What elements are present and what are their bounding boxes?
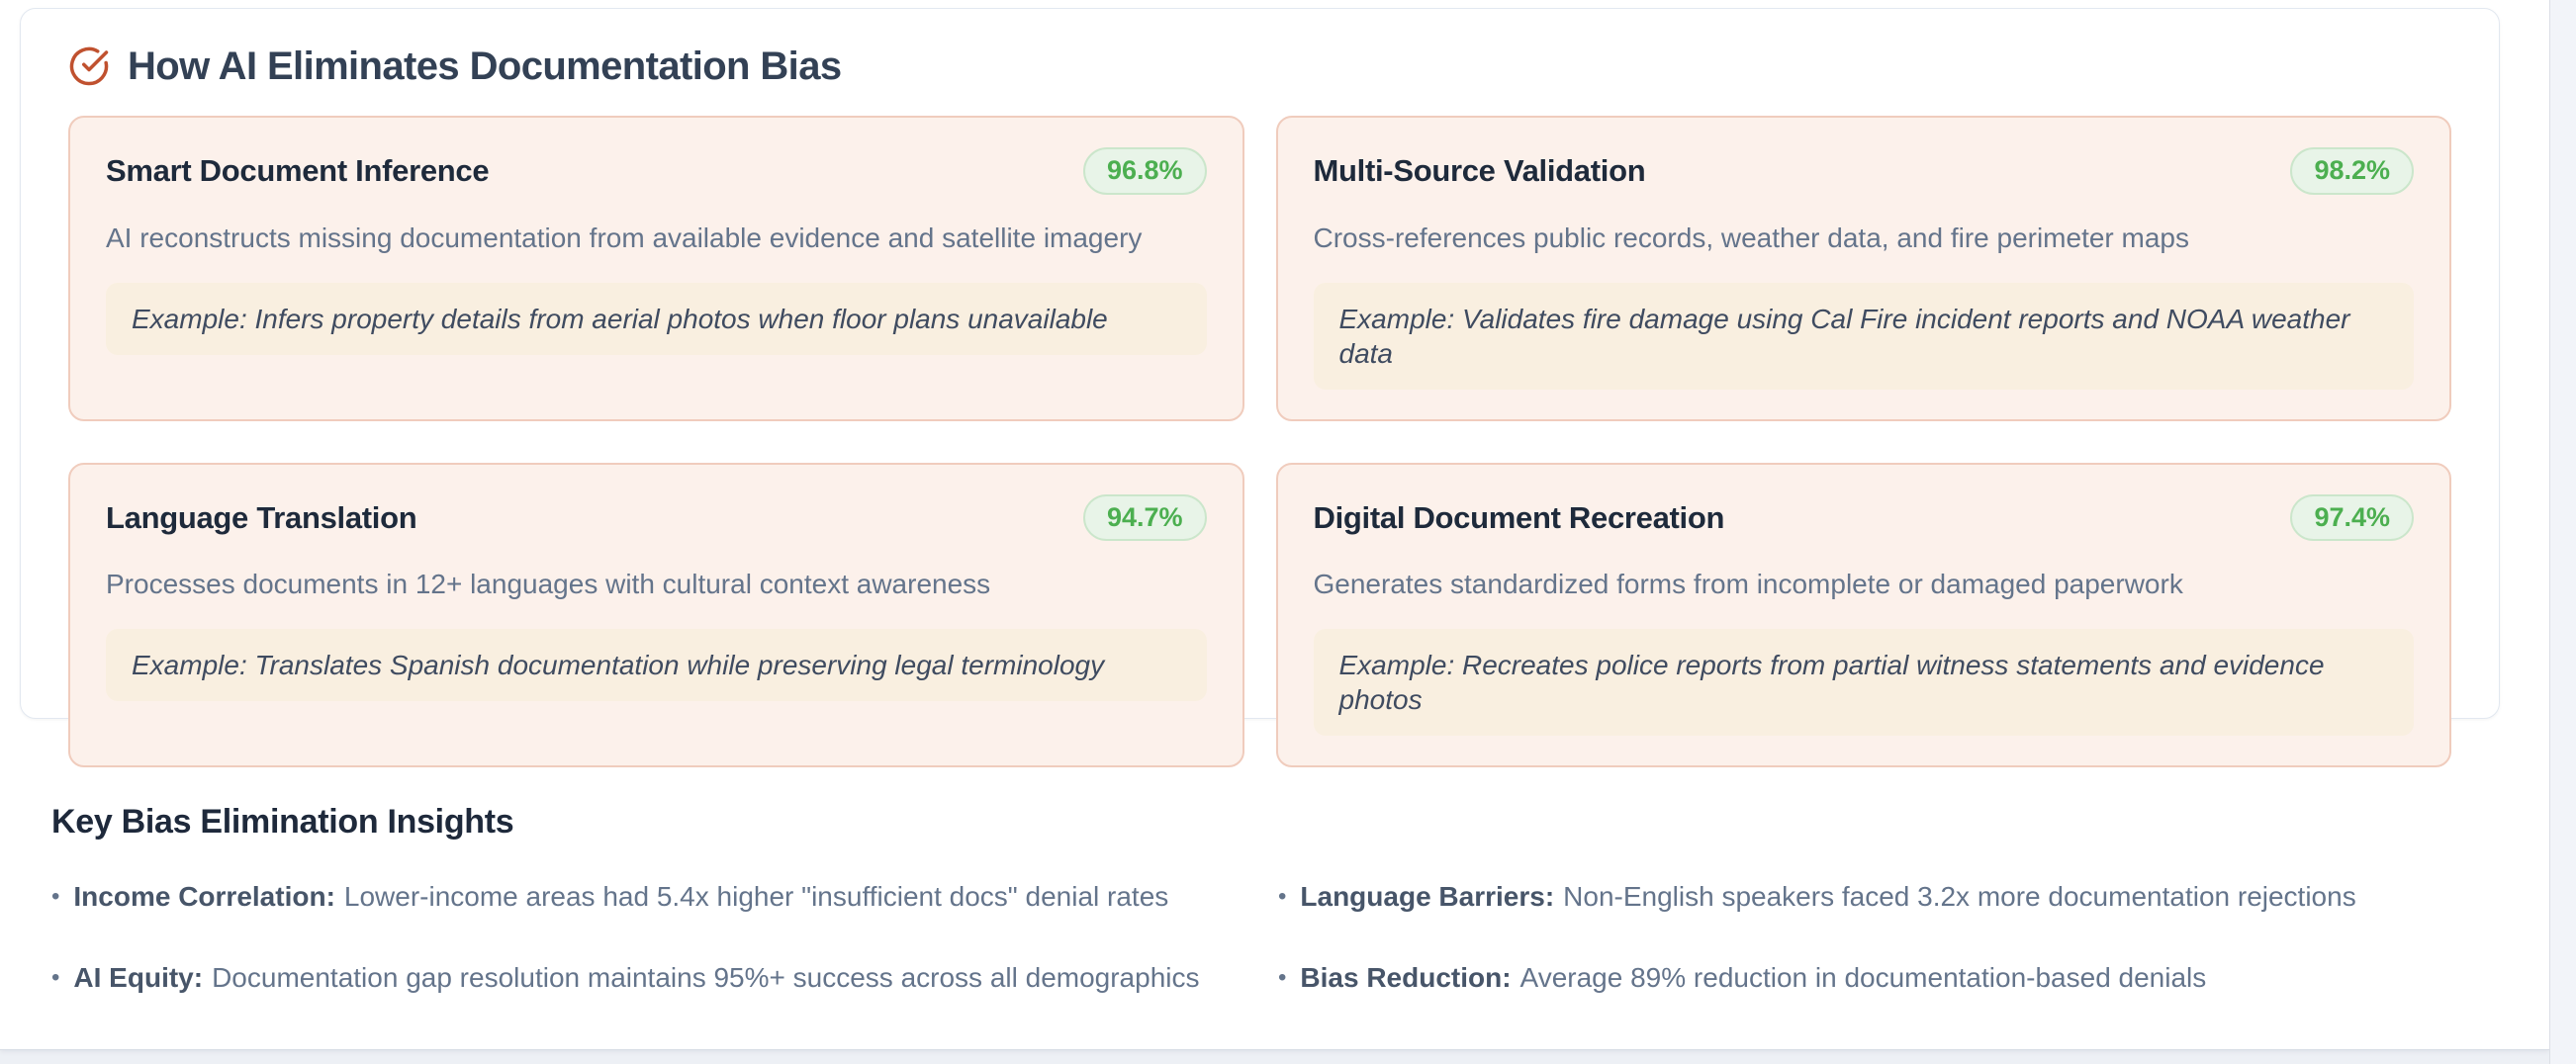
insight-label: Bias Reduction: bbox=[1300, 962, 1512, 994]
ai-documentation-bias-panel: How AI Eliminates Documentation Bias Sma… bbox=[20, 8, 2500, 768]
card-description: Cross-references public records, weather… bbox=[1313, 222, 2190, 253]
bullet-glyph: • bbox=[51, 964, 60, 992]
accuracy-badge: 94.7% bbox=[1082, 493, 1207, 542]
bullet-glyph: • bbox=[1278, 964, 1287, 992]
accuracy-badge: 96.8% bbox=[1082, 147, 1207, 195]
key-insights-section: Key Bias Elimination Insights • Income Co… bbox=[51, 803, 2455, 997]
insight-text: Average 89% reduction in documentation-b… bbox=[1519, 962, 2207, 994]
card-title: Digital Document Recreation bbox=[1313, 499, 1725, 535]
capability-cards-grid: Smart Document Inference 96.8% AI recons… bbox=[21, 116, 2499, 768]
card-multi-source-validation: Multi-Source Validation 98.2% Cross-refe… bbox=[1275, 116, 2451, 421]
insights-title: Key Bias Elimination Insights bbox=[51, 803, 514, 841]
main-content-area: How AI Eliminates Documentation Bias Sma… bbox=[0, 0, 2549, 1050]
check-circle-icon bbox=[69, 46, 109, 86]
insight-ai-equity: • AI Equity: Documentation gap resolution … bbox=[51, 960, 1278, 996]
insight-label: AI Equity: bbox=[73, 962, 204, 994]
card-example: Example: Validates fire damage using Cal… bbox=[1313, 282, 2414, 390]
accuracy-badge: 97.4% bbox=[2290, 493, 2414, 542]
insight-label: Language Barriers: bbox=[1300, 881, 1555, 912]
insights-list: • Income Correlation: Lower-income areas h… bbox=[51, 879, 2455, 997]
card-language-translation: Language Translation 94.7% Processes doc… bbox=[68, 462, 1244, 768]
insight-label: Income Correlation: bbox=[73, 881, 335, 912]
insight-text: Non-English speakers faced 3.2x more doc… bbox=[1563, 881, 2356, 912]
bullet-glyph: • bbox=[1278, 883, 1287, 910]
card-title: Language Translation bbox=[106, 499, 417, 535]
vertical-scrollbar[interactable] bbox=[2549, 0, 2576, 1064]
bullet-glyph: • bbox=[51, 883, 60, 910]
card-description: AI reconstructs missing documentation fr… bbox=[106, 222, 1143, 253]
card-example: Example: Translates Spanish documentatio… bbox=[106, 629, 1207, 702]
card-title: Smart Document Inference bbox=[106, 152, 490, 188]
panel-header: How AI Eliminates Documentation Bias bbox=[21, 9, 2499, 88]
insight-text: Documentation gap resolution maintains 9… bbox=[212, 962, 1200, 994]
card-smart-document-inference: Smart Document Inference 96.8% AI recons… bbox=[68, 116, 1244, 421]
card-example: Example: Infers property details from ae… bbox=[106, 282, 1207, 355]
accuracy-badge: 98.2% bbox=[2290, 147, 2414, 195]
insight-language-barriers: • Language Barriers: Non-English speakers … bbox=[1278, 879, 2455, 915]
card-description: Processes documents in 12+ languages wit… bbox=[106, 569, 991, 600]
card-title: Multi-Source Validation bbox=[1313, 152, 1646, 188]
card-example: Example: Recreates police reports from p… bbox=[1313, 629, 2414, 737]
panel-title: How AI Eliminates Documentation Bias bbox=[128, 44, 842, 88]
insight-income-correlation: • Income Correlation: Lower-income areas h… bbox=[51, 879, 1278, 915]
card-digital-document-recreation: Digital Document Recreation 97.4% Genera… bbox=[1275, 462, 2451, 768]
insight-text: Lower-income areas had 5.4x higher "insu… bbox=[343, 881, 1169, 912]
card-description: Generates standardized forms from incomp… bbox=[1313, 569, 2183, 600]
insight-bias-reduction: • Bias Reduction: Average 89% reduction in… bbox=[1278, 960, 2455, 996]
